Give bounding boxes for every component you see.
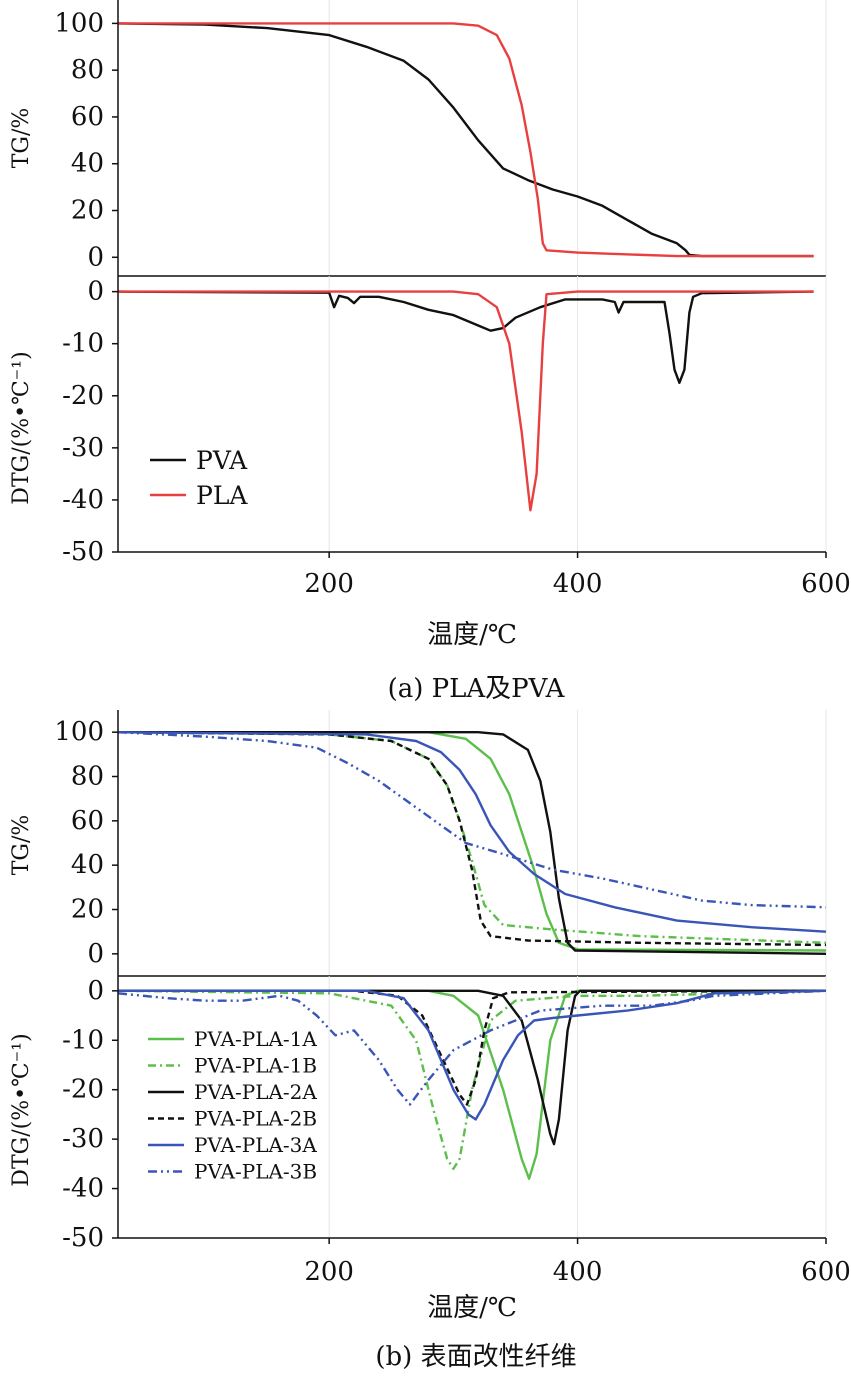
panel-a-caption: (a) PLA及PVA xyxy=(388,674,566,704)
y-tick-label: -50 xyxy=(62,537,104,567)
panel-a-dtg-ylabel: DTG/(%•℃⁻¹) xyxy=(9,351,34,504)
x-tick-label: 200 xyxy=(304,569,354,599)
panel-b-dtg-ylabel: DTG/(%•℃⁻¹) xyxy=(9,1033,34,1186)
series-line-pva-pla-1a-tg xyxy=(118,731,827,952)
y-tick-label: 60 xyxy=(71,102,104,132)
legend-label: PVA xyxy=(196,446,248,475)
series-line-pva-pla-3a-dtg xyxy=(118,989,827,1121)
series-line-pva-pla-3b-tg xyxy=(117,731,827,909)
panel-a-dtg-series xyxy=(117,290,814,512)
panel-b-tg-tick-labels: 0 20 40 60 80 100 xyxy=(54,717,118,969)
x-tick-label: 600 xyxy=(801,1257,851,1287)
legend-label: PVA-PLA-2A xyxy=(194,1080,317,1104)
series-line-pva-tg xyxy=(117,22,814,258)
legend-label: PVA-PLA-1A xyxy=(194,1027,317,1051)
panel-a-tg-tick-labels: 0 20 40 60 80 100 xyxy=(54,8,118,272)
series-line-pva-pla-2a-dtg xyxy=(118,989,826,1146)
y-tick-label: -10 xyxy=(62,329,104,359)
series-line-pva-pla-2a-tg xyxy=(118,731,827,955)
panel-b-tg-plot: 0 20 40 60 80 100 TG/% xyxy=(9,710,827,976)
y-tick-label: 0 xyxy=(87,242,104,272)
panel-a-x-tick-labels: 200 400 600 xyxy=(304,552,851,599)
panel-a-xlabel: 温度/℃ xyxy=(427,620,517,650)
y-tick-label: -50 xyxy=(62,1223,104,1253)
y-tick-label: -20 xyxy=(62,381,104,411)
series-line-pla-dtg xyxy=(118,290,814,512)
panel-b-x-tick-labels: 200 400 600 xyxy=(304,1238,851,1287)
panel-a-tg-plot: 0 20 40 60 80 100 TG/% xyxy=(9,0,827,276)
legend-label: PVA-PLA-3B xyxy=(194,1160,317,1184)
y-tick-label: 0 xyxy=(87,277,104,307)
panel-a-dtg-gridlines xyxy=(328,276,827,552)
x-tick-label: 600 xyxy=(801,569,851,599)
legend-label: PLA xyxy=(196,481,248,510)
y-tick-label: 20 xyxy=(71,196,104,226)
panel-a-tg-ylabel: TG/% xyxy=(9,108,34,169)
y-tick-label: -30 xyxy=(62,1124,104,1154)
panel-b-dtg-series xyxy=(117,989,827,1180)
panel-b-caption: (b) 表面改性纤维 xyxy=(375,1342,576,1372)
y-tick-label: -40 xyxy=(62,485,104,515)
y-tick-label: -40 xyxy=(62,1174,104,1204)
y-tick-label: 80 xyxy=(71,762,104,792)
panel-b-xlabel: 温度/℃ xyxy=(427,1293,517,1323)
y-tick-label: 80 xyxy=(71,55,104,85)
panel-b: 0 20 40 60 80 100 TG/% 0 -10 -20 -30 -40 -50 DTG/(… xyxy=(9,710,851,1372)
y-tick-label: 0 xyxy=(87,939,104,969)
series-line-pva-pla-3a-tg xyxy=(117,731,827,933)
panel-b-tg-gridlines xyxy=(328,710,827,976)
y-tick-label: 0 xyxy=(87,976,104,1006)
series-line-pva-pla-2b-tg xyxy=(117,731,827,947)
legend-label: PVA-PLA-2B xyxy=(194,1107,317,1131)
x-tick-label: 400 xyxy=(553,569,603,599)
panel-a-dtg-tick-labels: 0 -10 -20 -30 -40 -50 xyxy=(62,277,118,567)
x-tick-label: 200 xyxy=(304,1257,354,1287)
y-tick-label: 100 xyxy=(54,717,104,747)
series-line-pva-pla-1b-dtg xyxy=(117,989,827,1171)
panel-a: 0 20 40 60 80 100 TG/% 0 -10 -20 -30 -40 -50 DTG/(… xyxy=(9,0,851,704)
panel-a-tg-gridlines xyxy=(328,0,827,276)
panel-b-dtg-gridlines xyxy=(328,976,827,1238)
y-tick-label: 20 xyxy=(71,895,104,925)
series-line-pva-pla-1a-dtg xyxy=(118,989,826,1180)
legend-label: PVA-PLA-1B xyxy=(194,1054,317,1078)
panel-a-dtg-plot: 0 -10 -20 -30 -40 -50 DTG/(%•℃⁻¹) PVA PLA xyxy=(9,276,827,567)
x-tick-label: 400 xyxy=(553,1257,603,1287)
y-tick-label: 100 xyxy=(54,8,104,38)
y-tick-label: -10 xyxy=(62,1025,104,1055)
panel-b-dtg-plot: 0-10-20-30-40-50 DTG/(%•℃⁻¹) PVA-PLA-1AP… xyxy=(9,976,827,1253)
series-line-pva-pla-1b-tg xyxy=(117,731,827,944)
series-line-pva-dtg xyxy=(117,290,814,384)
y-tick-label: 40 xyxy=(71,850,104,880)
y-tick-label: 60 xyxy=(71,806,104,836)
panel-a-legend: PVA PLA xyxy=(150,446,248,510)
y-tick-label: -30 xyxy=(62,433,104,463)
series-line-pla-tg xyxy=(118,22,814,258)
panel-b-tg-series xyxy=(117,731,827,955)
panel-b-tg-ylabel: TG/% xyxy=(9,815,34,876)
series-line-pva-pla-3b-dtg xyxy=(117,989,827,1106)
panel-a-tg-series xyxy=(117,22,814,258)
panel-b-dtg-tick-labels: 0 -10 -20 -30 -40 -50 xyxy=(62,976,118,1253)
legend-label: PVA-PLA-3A xyxy=(194,1133,317,1157)
y-tick-label: -20 xyxy=(62,1075,104,1105)
y-tick-label: 40 xyxy=(71,149,104,179)
